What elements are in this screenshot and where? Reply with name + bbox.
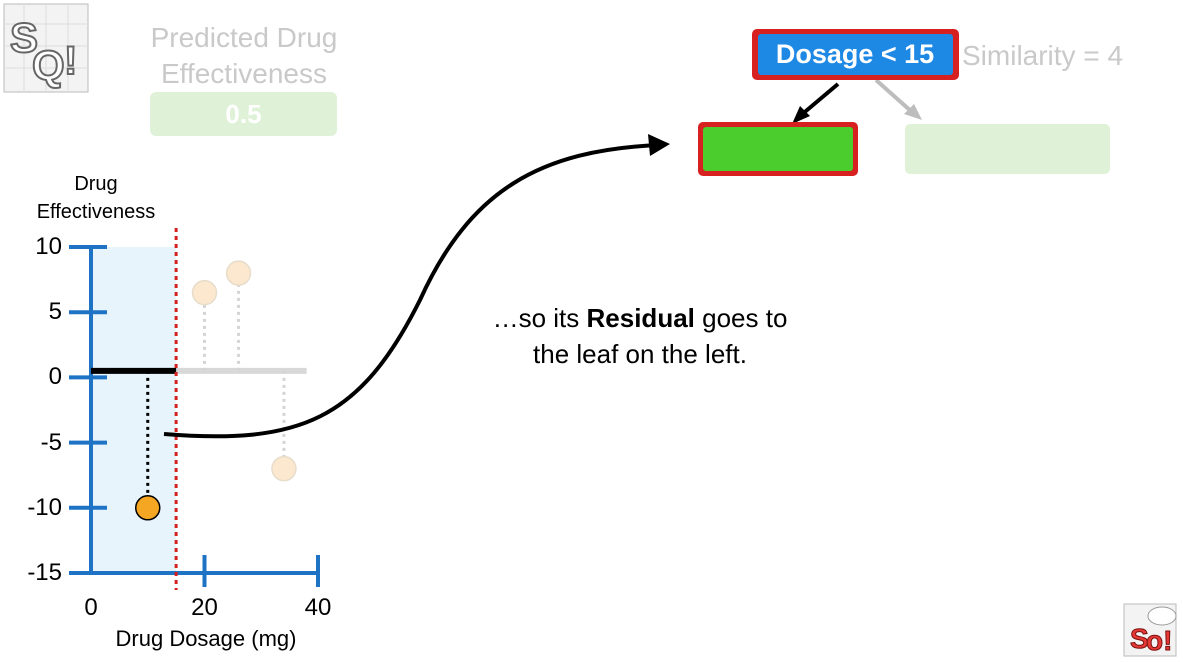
x-tick-label: 20 <box>191 594 218 621</box>
data-point <box>225 260 252 286</box>
right-branch-arrow <box>874 78 914 114</box>
left-branch-arrowhead <box>792 106 810 124</box>
svg-text:S: S <box>1130 623 1149 654</box>
caption-line2: the leaf on the left. <box>533 339 747 369</box>
y-axis-label-line1: Drug <box>74 173 118 195</box>
data-point <box>135 495 161 521</box>
left-region-shade <box>91 247 177 573</box>
caption-line1: …so its Residual goes to <box>440 300 840 336</box>
svg-text:Q: Q <box>32 42 65 89</box>
predicted-value-box: 0.5 <box>150 92 337 136</box>
y-tick-label: -5 <box>40 428 62 456</box>
root-node <box>758 34 953 75</box>
y-tick-label: 5 <box>48 298 62 326</box>
statquest-small-logo: S o! <box>1123 603 1177 657</box>
svg-text:o!: o! <box>1146 625 1172 656</box>
statquest-logo: S Q ! <box>3 3 89 93</box>
right-leaf <box>905 124 1110 174</box>
y-tick-label: -10 <box>27 493 62 521</box>
caption-bold: Residual <box>586 303 695 333</box>
caption-pre: …so its <box>492 303 587 333</box>
svg-text:!: ! <box>64 39 77 83</box>
x-axis-label: Drug Dosage (mg) <box>115 626 297 651</box>
predicted-title-line2: Effectiveness <box>160 58 328 89</box>
y-tick-label: 0 <box>48 363 62 391</box>
left-branch-arrow <box>798 82 840 118</box>
data-point <box>191 279 218 306</box>
predicted-title-line1: Predicted Drug <box>150 22 338 53</box>
y-tick-label: -15 <box>27 559 62 586</box>
explanation-caption: …so its Residual goes to the leaf on the… <box>440 300 840 372</box>
residual-curve-arrow <box>163 143 661 439</box>
y-axis-label: Drug Effectiveness <box>14 170 178 226</box>
similarity-score: Similarity = 4 <box>962 40 1124 71</box>
caption-post: goes to <box>694 303 788 333</box>
root-node-label: Dosage < 15 <box>776 39 934 69</box>
y-axis-label-line2: Effectiveness <box>36 201 156 223</box>
y-tick-label: 10 <box>35 233 62 260</box>
x-tick-label: 0 <box>84 594 98 621</box>
residual-curve-arrowhead <box>648 134 670 156</box>
scatter-chart <box>69 228 320 590</box>
data-point <box>271 455 297 482</box>
predicted-effectiveness-title: Predicted Drug Effectiveness <box>128 20 360 92</box>
svg-text:S: S <box>10 14 38 61</box>
right-branch-arrowhead <box>904 104 922 120</box>
x-tick-label: 40 <box>304 594 332 621</box>
left-leaf <box>703 127 853 171</box>
